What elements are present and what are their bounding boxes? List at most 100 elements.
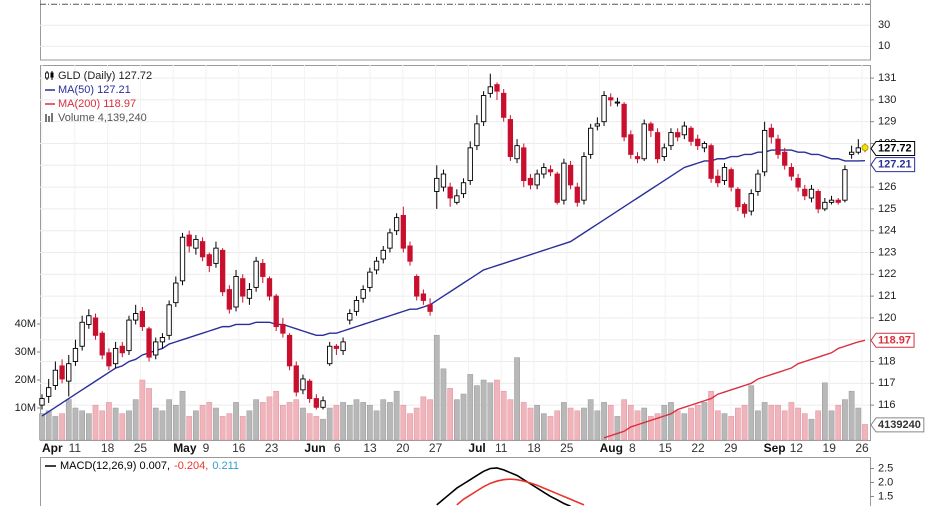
- candle-body: [588, 127, 594, 155]
- y-tick-label: 125: [878, 203, 896, 215]
- candle-body: [761, 129, 768, 173]
- candle-body: [286, 334, 293, 367]
- volume-bar: [862, 424, 868, 441]
- candle-body: [393, 217, 400, 232]
- candle-body: [380, 249, 386, 260]
- candle-body: [400, 214, 406, 249]
- candle-body: [246, 289, 253, 299]
- y-tick-label: 129: [878, 116, 896, 128]
- volume-bar: [59, 413, 65, 441]
- macd-lines: [436, 467, 585, 506]
- volume-bar: [781, 410, 788, 441]
- candle-body: [748, 193, 754, 212]
- candle-body: [708, 145, 714, 179]
- candles: [39, 73, 868, 410]
- y-tick-label: 122: [878, 268, 896, 280]
- volume-bar: [688, 407, 694, 441]
- candle-body: [280, 323, 286, 334]
- volume-bar: [293, 399, 300, 441]
- candle-body: [387, 232, 393, 249]
- legend-entry: Volume 4,139,240: [58, 112, 147, 124]
- volume-bar: [52, 416, 59, 441]
- volume-bar: [199, 404, 206, 441]
- candle-body: [353, 300, 360, 312]
- y-tick-label: 130: [878, 94, 896, 106]
- candle-body: [46, 387, 52, 397]
- candle-body: [848, 151, 855, 155]
- candle-body: [594, 123, 601, 127]
- candle-body: [199, 241, 206, 258]
- volume-bar: [353, 399, 360, 441]
- x-tick-label: 23: [265, 441, 279, 455]
- candle-body: [501, 92, 507, 118]
- volume-bar: [487, 382, 494, 441]
- candle-body: [146, 328, 152, 358]
- volume-bar: [581, 407, 587, 441]
- volume-bar: [179, 390, 186, 441]
- candle-body: [695, 138, 701, 147]
- candle-body: [581, 156, 587, 201]
- close-label-box: [870, 140, 916, 156]
- volume-bar: [527, 407, 534, 441]
- x-tick-label: May: [173, 441, 197, 455]
- y-tick-label: 121: [878, 290, 896, 302]
- candle-body: [507, 119, 514, 158]
- volume-bar: [808, 418, 815, 441]
- ma50-label-box: [870, 157, 916, 173]
- candle-body: [628, 134, 634, 155]
- volume-bar: [92, 404, 99, 441]
- candle-body: [480, 95, 487, 123]
- y-tick-label: 117: [878, 377, 896, 389]
- candle-body: [86, 315, 92, 325]
- volume-bar: [253, 399, 259, 441]
- candle-body: [414, 276, 420, 297]
- x-tick-label: Aug: [600, 441, 623, 455]
- volume-bar: [400, 404, 407, 441]
- volume-bar: [755, 410, 761, 441]
- volume-bar: [607, 404, 614, 441]
- x-tick-label: 18: [527, 441, 541, 455]
- candle-body: [333, 345, 340, 349]
- candle-body: [721, 167, 728, 182]
- volume-bar: [561, 402, 567, 441]
- candle-body: [367, 271, 373, 288]
- candle-body: [567, 164, 574, 186]
- candle-body: [828, 199, 835, 203]
- volume-bar: [193, 410, 199, 441]
- x-tick-label: 11: [495, 441, 508, 455]
- x-tick-label: Apr: [42, 441, 63, 455]
- volume-bar: [172, 404, 179, 441]
- volume-bar: [681, 413, 688, 441]
- candle-body: [621, 103, 627, 138]
- candle-body: [608, 97, 614, 101]
- x-tick-label: Jun: [304, 441, 325, 455]
- volume-bars: [39, 334, 868, 441]
- volume-bar: [420, 396, 427, 441]
- volume-bar: [654, 413, 661, 441]
- rsi-panel: [40, 0, 871, 61]
- volume-bar: [795, 407, 801, 441]
- macd-legend-entry: -0.204,: [174, 460, 208, 472]
- volume-bar: [701, 402, 708, 441]
- candle-body: [327, 345, 333, 365]
- volume-bar: [79, 410, 85, 441]
- volume-bar: [761, 402, 768, 441]
- candle-body: [360, 289, 366, 299]
- volume-bar: [567, 407, 574, 441]
- volume-bar: [674, 410, 681, 441]
- candle-body: [661, 147, 667, 158]
- volume-bar: [166, 399, 172, 441]
- legend: GLD (Daily) 127.72 MA(50) 127.21 MA(200)…: [45, 70, 152, 124]
- volume-bar: [694, 404, 701, 441]
- volume-bar: [246, 410, 253, 441]
- candle-body: [66, 363, 72, 382]
- candle-body: [106, 352, 112, 367]
- candle-body: [460, 182, 467, 195]
- candle-body: [166, 304, 172, 336]
- volume-bar: [801, 413, 808, 441]
- volume-bar: [99, 410, 106, 441]
- volume-bar: [520, 402, 527, 441]
- candle-body: [293, 365, 299, 393]
- y-tick-label: 123: [878, 246, 896, 258]
- candle-body: [554, 173, 560, 203]
